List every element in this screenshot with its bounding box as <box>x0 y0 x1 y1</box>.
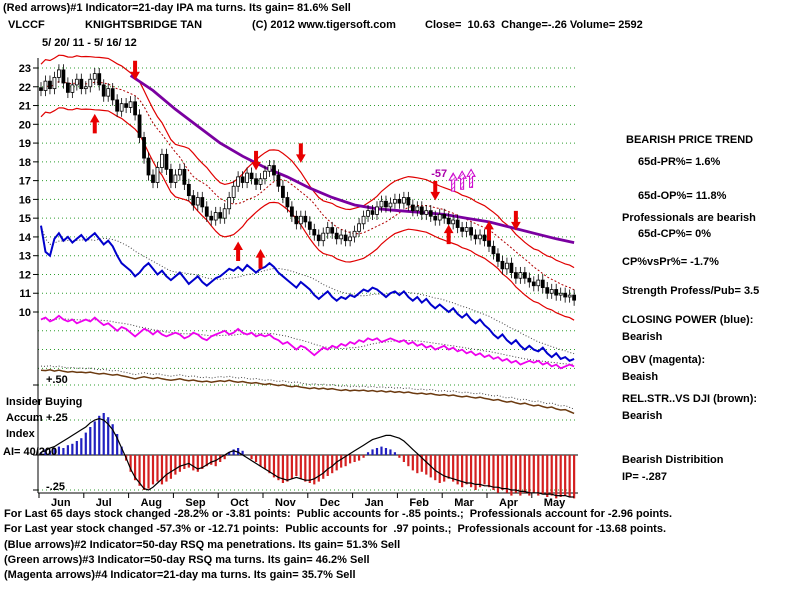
accum-plus50-label: +.50 <box>46 374 68 386</box>
svg-text:19: 19 <box>19 138 31 150</box>
quote-summary: Close= 10.63 Change=-.26 Volume= 2592 <box>425 19 643 31</box>
date-range: 5/ 20/ 11 - 5/ 16/ 12 <box>42 37 137 49</box>
indicator3-legend: (Green arrows)#3 Indicator=50-day RSQ ma… <box>4 554 370 566</box>
svg-text:Mar: Mar <box>454 497 474 509</box>
svg-text:-57: -57 <box>431 168 447 180</box>
svg-text:Jun: Jun <box>51 497 71 509</box>
indicator4-legend: (Magenta arrows)#4 Indicator=21-day ma t… <box>4 569 356 581</box>
distribution-label: Bearish Distribition <box>622 454 724 466</box>
svg-text:Apr: Apr <box>499 497 519 509</box>
op-stat: 65d-OP%= 11.8% <box>638 190 727 202</box>
svg-text:Dec: Dec <box>320 497 340 509</box>
ticker-symbol: VLCCF <box>8 19 45 31</box>
accum-plus25-label: +.25 <box>46 412 68 424</box>
obv-state: Beaish <box>622 371 659 383</box>
trend-title: BEARISH PRICE TREND <box>626 134 754 146</box>
accum-label: Accum <box>6 412 43 424</box>
indicator1-legend: (Red arrows)#1 Indicator=21-day IPA ma t… <box>3 2 351 14</box>
svg-text:10: 10 <box>19 307 31 319</box>
insider-buying-label: Insider Buying <box>6 396 83 408</box>
svg-text:Sep: Sep <box>185 497 205 509</box>
stat-year: For Last year stock changed -57.3% or -1… <box>4 523 666 535</box>
ip-stat: IP= -.287 <box>622 471 667 483</box>
svg-text:Feb: Feb <box>409 497 429 509</box>
copyright: (C) 2012 www.tigersoft.com <box>252 19 396 31</box>
ai-ratio-label: AI= 40/200 <box>3 446 58 458</box>
indicator2-legend: (Blue arrows)#2 Indicator=50-day RSQ ma … <box>4 539 401 551</box>
cp-stat: 65d-CP%= 0% <box>638 228 712 240</box>
svg-text:11: 11 <box>19 288 31 300</box>
svg-text:Aug: Aug <box>141 497 162 509</box>
svg-text:13: 13 <box>19 251 31 263</box>
stat-65day: For Last 65 days stock changed -28.2% or… <box>4 508 673 520</box>
svg-text:22: 22 <box>19 82 31 94</box>
relstr-state: Bearish <box>622 410 663 422</box>
svg-text:20: 20 <box>19 119 31 131</box>
relstr-label: REL.STR..VS DJI (brown): <box>622 393 758 405</box>
closing-power-state: Bearish <box>622 331 663 343</box>
cpvspr-stat: CP%vsPr%= -1.7% <box>622 256 719 268</box>
svg-text:Jan: Jan <box>365 497 384 509</box>
company-name: KNIGHTSBRIDGE TAN <box>85 19 203 31</box>
svg-text:16: 16 <box>19 194 31 206</box>
index-label: Index <box>6 428 35 440</box>
svg-text:Jul: Jul <box>96 497 112 509</box>
svg-text:23: 23 <box>19 63 31 75</box>
pr-stat: 65d-PR%= 1.6% <box>638 156 721 168</box>
svg-text:14: 14 <box>19 232 32 244</box>
svg-text:21: 21 <box>19 101 31 113</box>
professionals-note: Professionals are bearish <box>622 212 756 224</box>
strength-stat: Strength Profess/Pub= 3.5 <box>622 285 760 297</box>
svg-text:18: 18 <box>19 157 31 169</box>
svg-text:15: 15 <box>19 213 31 225</box>
svg-text:17: 17 <box>19 176 31 188</box>
accum-minus25-label: -.25 <box>46 481 65 493</box>
svg-text:Oct: Oct <box>230 497 249 509</box>
svg-text:12: 12 <box>19 269 31 281</box>
obv-label: OBV (magenta): <box>622 354 706 366</box>
svg-text:May: May <box>544 497 566 509</box>
closing-power-label: CLOSING POWER (blue): <box>622 314 754 326</box>
svg-text:Nov: Nov <box>275 497 297 509</box>
